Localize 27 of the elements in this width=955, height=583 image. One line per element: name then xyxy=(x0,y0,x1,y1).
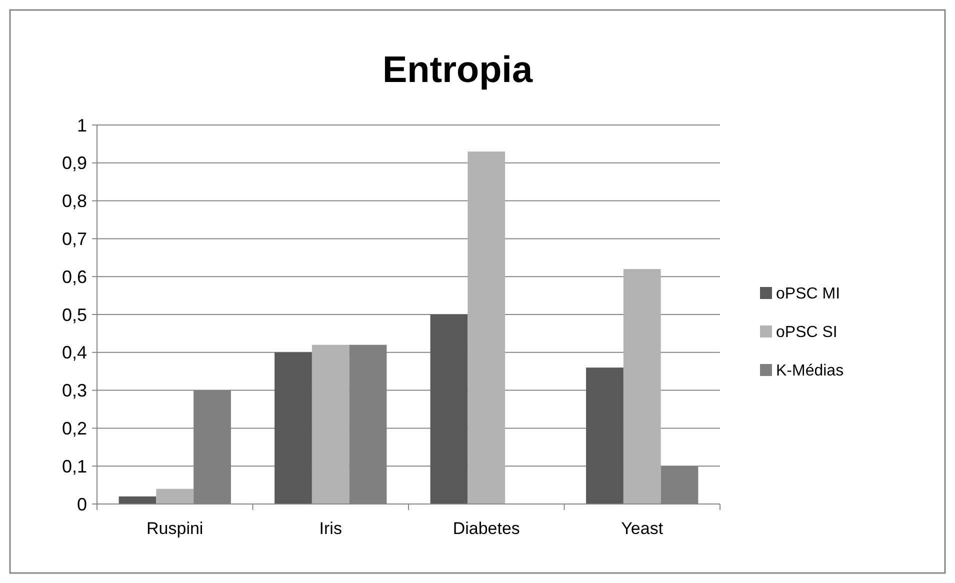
bar xyxy=(118,496,156,504)
y-tick-label: 0,1 xyxy=(62,456,87,476)
y-tick-label: 0,7 xyxy=(62,229,87,249)
legend-label: oPSC MI xyxy=(776,286,840,303)
bar xyxy=(156,488,194,504)
y-tick-label: 1 xyxy=(76,115,87,136)
y-tick-label: 0 xyxy=(76,494,87,514)
bar xyxy=(468,152,506,504)
y-tick-label: 0,8 xyxy=(62,191,87,212)
legend-label: oPSC SI xyxy=(776,324,838,342)
chart-title: Entropia xyxy=(382,49,533,90)
x-tick-label: Ruspini xyxy=(146,519,204,538)
x-tick-label: Yeast xyxy=(621,519,664,538)
bar xyxy=(586,368,624,504)
y-tick-label: 0,6 xyxy=(62,266,87,287)
y-tick-label: 0,9 xyxy=(62,153,87,174)
bar xyxy=(312,344,350,504)
y-tick-label: 0,2 xyxy=(62,418,87,438)
bar xyxy=(623,269,661,504)
bar xyxy=(430,314,468,504)
bar xyxy=(274,352,312,504)
y-tick-label: 0,5 xyxy=(62,304,87,325)
y-tick-label: 0,4 xyxy=(62,342,87,363)
legend-label: K-Médias xyxy=(776,362,844,380)
x-tick-label: Diabetes xyxy=(452,519,520,538)
x-tick-label: Iris xyxy=(319,519,342,538)
y-tick-label: 0,3 xyxy=(62,380,87,401)
